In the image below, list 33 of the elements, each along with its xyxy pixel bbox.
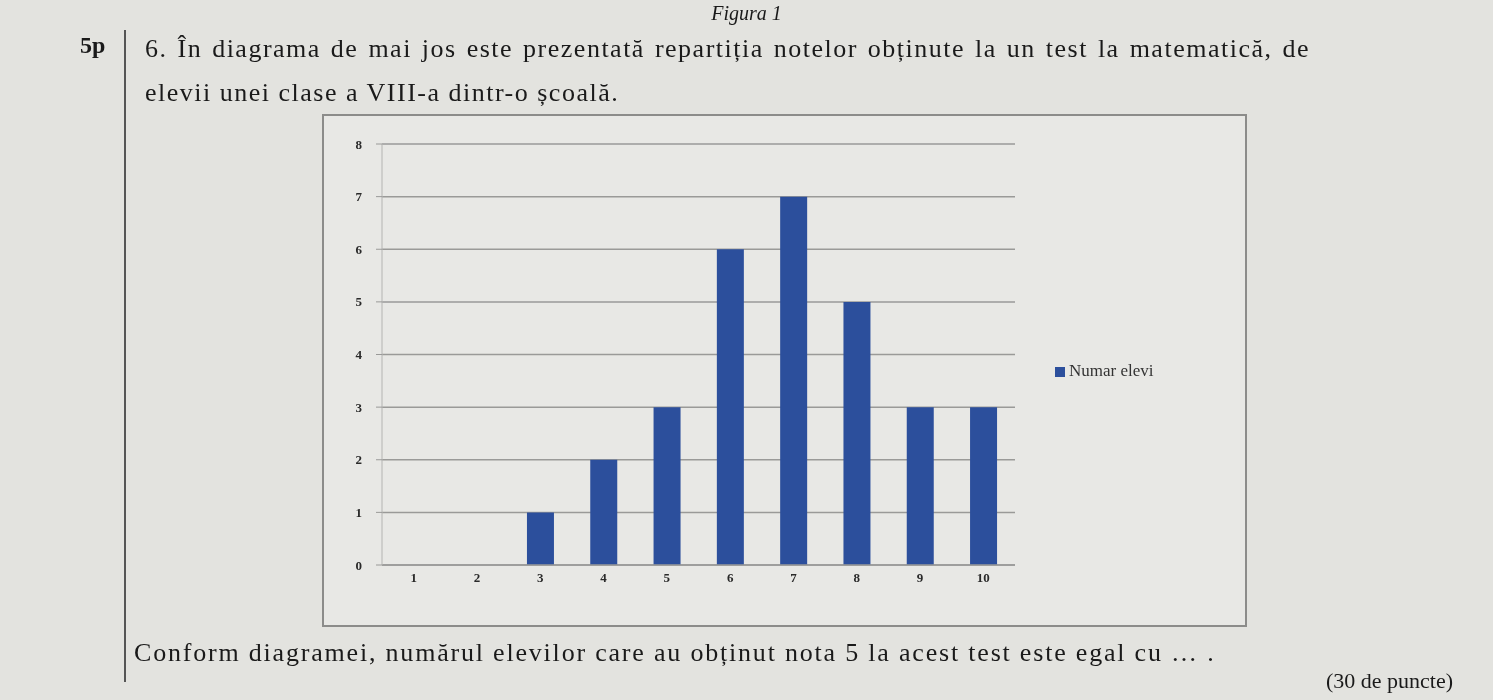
y-tick-label: 1 [355, 504, 362, 520]
x-tick-label: 2 [473, 570, 481, 586]
y-tick-label: 7 [355, 189, 363, 205]
x-tick-label: 6 [726, 570, 734, 586]
y-tick-label: 4 [355, 347, 363, 363]
bar [716, 249, 744, 565]
chart-subtitle: 6. În diagrama de mai jos este prezentată repartiția notelor obținute la un test la matematică, de elevii unei clase a VIII-a dintr-o școală. [145, 33, 1310, 109]
x-tick-label: 5 [663, 570, 671, 586]
bar [526, 512, 554, 565]
x-tick-label: 7 [790, 570, 798, 586]
bar [590, 459, 618, 565]
bar [843, 301, 871, 565]
x-tick-label: 8 [853, 570, 861, 586]
bar [906, 407, 934, 565]
bar [970, 407, 998, 565]
y-tick-label: 6 [355, 241, 363, 257]
legend-label: Numar elevi [1069, 360, 1154, 380]
x-tick-label: 10 [976, 570, 990, 586]
y-tick-label: 8 [355, 136, 363, 152]
text: (30 de puncte) [1325, 668, 1453, 694]
text: Conform diagramei, numărul elevilor care au obținut nota 5 la acest test este egal cu … . [134, 638, 1216, 668]
bar [653, 407, 681, 565]
bar [780, 196, 808, 565]
x-tick-label: 9 [916, 570, 924, 586]
chart-title: Figura 1 [710, 2, 783, 25]
y-tick-label: 2 [355, 452, 362, 468]
y-tick-label: 3 [355, 399, 363, 415]
y-tick-label: 0 [355, 557, 362, 573]
x-tick-label: 4 [600, 570, 608, 586]
x-tick-label: 3 [537, 570, 544, 586]
y-tick-label: 5 [355, 294, 363, 310]
x-tick-label: 1 [410, 570, 417, 586]
text: 5p [80, 32, 106, 59]
